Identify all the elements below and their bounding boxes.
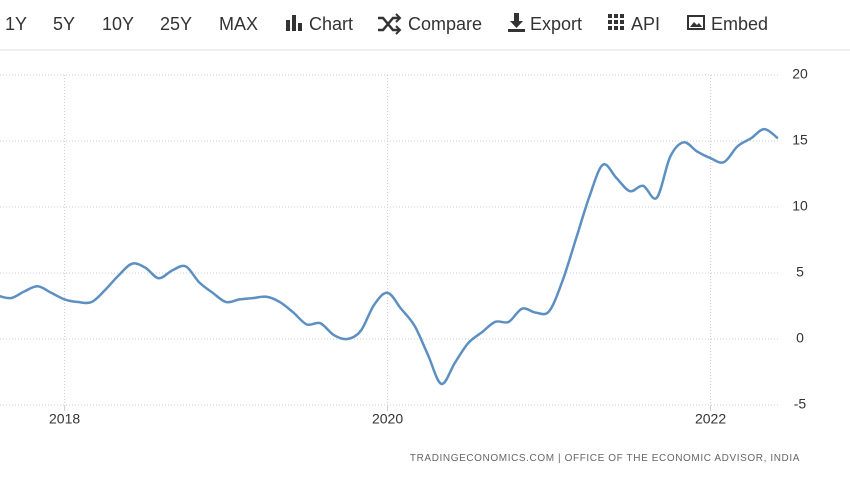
x-tick-label: 2020: [372, 411, 403, 427]
y-tick-label: 10: [792, 198, 808, 214]
toolbar: [0, 0, 850, 50]
range-button[interactable]: 25Y: [160, 14, 192, 34]
range-button[interactable]: 5Y: [53, 14, 75, 34]
x-tick-label: 2022: [695, 411, 726, 427]
y-tick-label: 0: [796, 330, 804, 346]
range-button[interactable]: MAX: [219, 14, 258, 34]
y-tick-label: -5: [794, 396, 807, 412]
source-note: TRADINGECONOMICS.COM | OFFICE OF THE ECO…: [410, 453, 800, 464]
compare-icon: [378, 13, 402, 35]
range-button[interactable]: 1Y: [5, 14, 27, 34]
y-tick-label: 15: [792, 132, 808, 148]
y-tick-label: 5: [796, 264, 804, 280]
chart-button[interactable]: Chart: [309, 14, 353, 34]
data-line: [0, 127, 779, 386]
range-button[interactable]: 10Y: [102, 14, 134, 34]
export-button[interactable]: Export: [530, 14, 582, 34]
x-tick-label: 2018: [49, 411, 80, 427]
api-button[interactable]: API: [631, 14, 660, 34]
compare-button[interactable]: Compare: [408, 14, 482, 34]
embed-icon: [687, 15, 705, 30]
chart-icon: [286, 15, 302, 31]
y-tick-label: 20: [792, 66, 808, 82]
export-icon: [508, 13, 525, 32]
embed-button[interactable]: Embed: [711, 14, 768, 34]
api-icon: [608, 14, 624, 30]
